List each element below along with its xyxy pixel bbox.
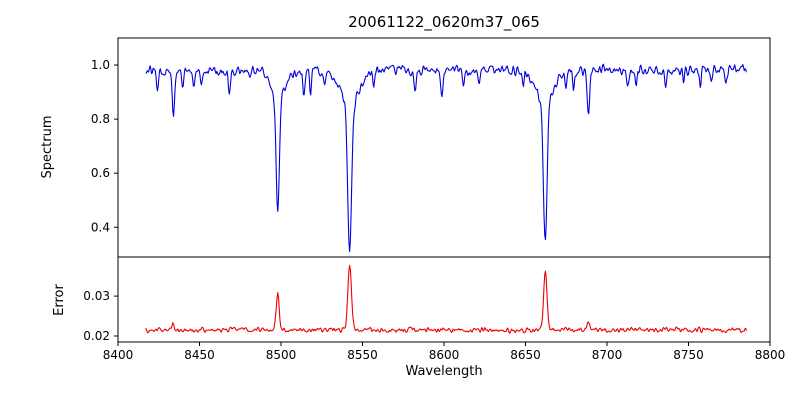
svg-text:8700: 8700 xyxy=(592,348,623,362)
svg-text:8450: 8450 xyxy=(184,348,215,362)
svg-text:8650: 8650 xyxy=(510,348,541,362)
svg-text:8600: 8600 xyxy=(429,348,460,362)
svg-text:8750: 8750 xyxy=(673,348,704,362)
svg-text:0.4: 0.4 xyxy=(91,220,110,234)
svg-text:0.6: 0.6 xyxy=(91,166,110,180)
svg-text:8400: 8400 xyxy=(103,348,134,362)
svg-text:8550: 8550 xyxy=(347,348,378,362)
svg-text:8500: 8500 xyxy=(266,348,297,362)
svg-text:1.0: 1.0 xyxy=(91,58,110,72)
svg-text:0.03: 0.03 xyxy=(83,289,110,303)
x-axis-label: Wavelength xyxy=(405,364,483,379)
svg-text:0.02: 0.02 xyxy=(83,329,110,343)
svg-text:8800: 8800 xyxy=(755,348,786,362)
svg-text:0.8: 0.8 xyxy=(91,112,110,126)
chart-title: 20061122_0620m37_065 xyxy=(348,13,540,31)
